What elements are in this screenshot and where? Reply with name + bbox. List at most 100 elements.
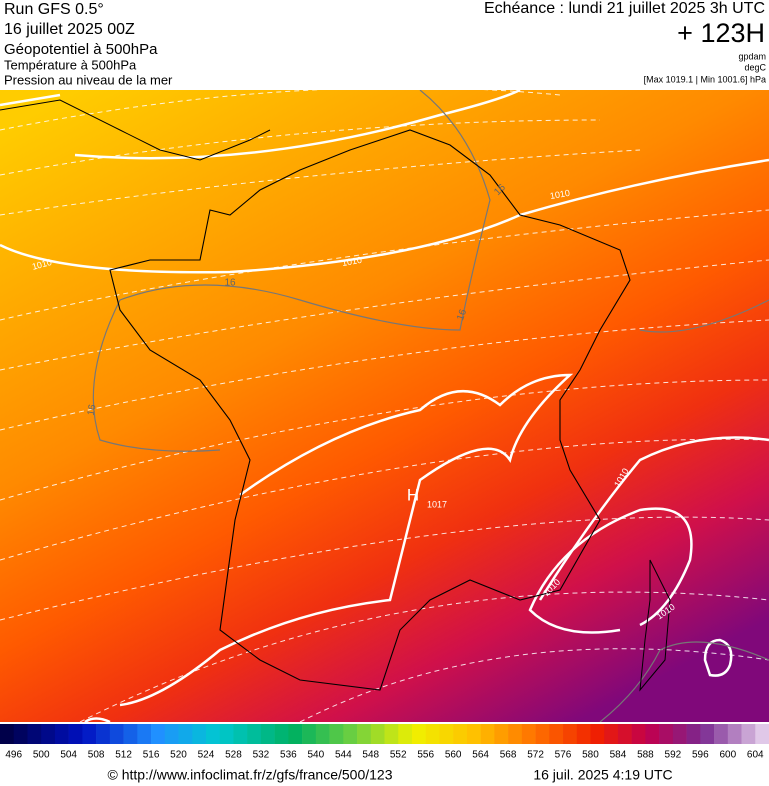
colorbar-swatch <box>617 724 632 744</box>
unit: gpdam <box>738 51 766 61</box>
pressure-contours <box>0 90 769 722</box>
colorbar-swatch <box>425 724 440 744</box>
forecast-time: Echéance : lundi 21 juillet 2025 3h UTC <box>484 0 765 17</box>
colorbar-label: 580 <box>582 750 599 761</box>
colorbar-swatch <box>480 724 495 744</box>
colorbar-swatch <box>370 724 385 744</box>
colorbar-swatch <box>151 724 166 744</box>
colorbar-swatch <box>205 724 221 744</box>
colorbar-swatch <box>686 724 701 744</box>
colorbar-label: 532 <box>253 750 270 761</box>
colorbar-label: 516 <box>143 750 160 761</box>
colorbar-label: 552 <box>390 750 407 761</box>
colorbar-label: 572 <box>527 750 544 761</box>
colorbar-swatch <box>672 724 687 744</box>
contour-label: 1017 <box>427 499 447 509</box>
colorbar-swatch <box>274 724 289 744</box>
header-line: Géopotentiel à 500hPa <box>4 41 158 58</box>
colorbar-swatch <box>329 724 344 744</box>
colorbar-swatch <box>27 724 42 744</box>
map-background <box>0 90 769 722</box>
colorbar-swatch <box>192 724 207 744</box>
footer-url: © http://www.infoclimat.fr/z/gfs/france/… <box>108 767 393 783</box>
colorbar-label: 560 <box>445 750 462 761</box>
colorbar-label: 584 <box>610 750 627 761</box>
colorbar-label: 520 <box>170 750 187 761</box>
colorbar-swatch <box>288 724 303 744</box>
colorbar-label: 540 <box>307 750 324 761</box>
contour-label: 16 <box>455 308 469 323</box>
colorbar-swatch <box>247 724 262 744</box>
france-outline <box>109 129 631 691</box>
colorbar: 496 500 504 508 512 516 520 524 528 532 536 540 544 5… <box>0 724 769 761</box>
colorbar-swatch <box>0 724 15 744</box>
colorbar-swatch <box>109 724 124 744</box>
colorbar-swatch <box>13 724 28 744</box>
header-line: Pression au niveau de la mer <box>4 72 173 87</box>
colorbar-swatch <box>700 724 715 744</box>
colorbar-swatch <box>631 724 646 744</box>
colorbar-label: 512 <box>115 750 132 761</box>
colorbar-swatch <box>384 724 399 744</box>
contour-label: 1010 <box>341 255 362 268</box>
colorbar-label: 576 <box>555 750 572 761</box>
colorbar-swatch <box>741 724 756 744</box>
colorbar-swatch <box>590 724 605 744</box>
colorbar-label: 500 <box>33 750 50 761</box>
colorbar-swatch <box>439 724 454 744</box>
colorbar-label: 548 <box>362 750 379 761</box>
colorbar-swatch <box>219 724 234 744</box>
colorbar-label: 588 <box>637 750 654 761</box>
colorbar-swatch <box>54 724 69 744</box>
contour-label: 1010 <box>549 188 570 201</box>
colorbar-swatch <box>576 724 591 744</box>
colorbar-swatch <box>41 724 56 744</box>
header-left: Run GFS 0.5° 16 juillet 2025 00Z Géopote… <box>4 1 173 87</box>
colorbar-swatch <box>604 724 619 744</box>
colorbar-label: 592 <box>665 750 682 761</box>
colorbar-label: 596 <box>692 750 709 761</box>
header-line: 16 juillet 2025 00Z <box>4 21 135 38</box>
colorbar-swatch <box>755 724 769 744</box>
colorbar-swatch <box>398 724 413 744</box>
colorbar-label: 604 <box>747 750 764 761</box>
coastlines <box>0 99 671 692</box>
colorbar-swatch <box>521 724 536 744</box>
colorbar-label: 544 <box>335 750 352 761</box>
colorbar-label: 504 <box>60 750 77 761</box>
colorbar-label: 496 <box>5 750 22 761</box>
lead-time: + 123H <box>677 18 765 48</box>
unit: degC <box>744 62 766 72</box>
colorbar-swatch <box>357 724 372 744</box>
colorbar-swatch <box>123 724 138 744</box>
colorbar-swatch <box>535 724 550 744</box>
contour-label: 16 <box>86 403 99 416</box>
colorbar-swatch <box>466 724 481 744</box>
colorbar-swatch <box>137 724 152 744</box>
colorbar-label: 528 <box>225 750 242 761</box>
header-right: Echéance : lundi 21 juillet 2025 3h UTC … <box>484 0 767 84</box>
colorbar-swatch <box>68 724 83 744</box>
colorbar-swatch <box>260 724 275 744</box>
colorbar-label: 508 <box>88 750 105 761</box>
colorbar-label: 600 <box>719 750 736 761</box>
colorbar-swatch <box>563 724 578 744</box>
colorbar-swatch <box>549 724 564 744</box>
contour-label: 16 <box>224 278 236 289</box>
colorbar-swatch <box>164 724 179 744</box>
contour-label: H <box>407 485 419 504</box>
colorbar-swatch <box>714 724 729 744</box>
colorbar-swatch <box>178 724 193 744</box>
colorbar-label: 524 <box>198 750 215 761</box>
colorbar-swatch <box>411 724 426 744</box>
colorbar-label: 536 <box>280 750 297 761</box>
colorbar-swatch <box>315 724 330 744</box>
colorbar-swatch <box>659 724 674 744</box>
colorbar-label: 556 <box>417 750 434 761</box>
colorbar-swatch <box>508 724 523 744</box>
colorbar-swatch <box>453 724 468 744</box>
colorbar-swatch <box>645 724 660 744</box>
colorbar-swatch <box>82 724 97 744</box>
